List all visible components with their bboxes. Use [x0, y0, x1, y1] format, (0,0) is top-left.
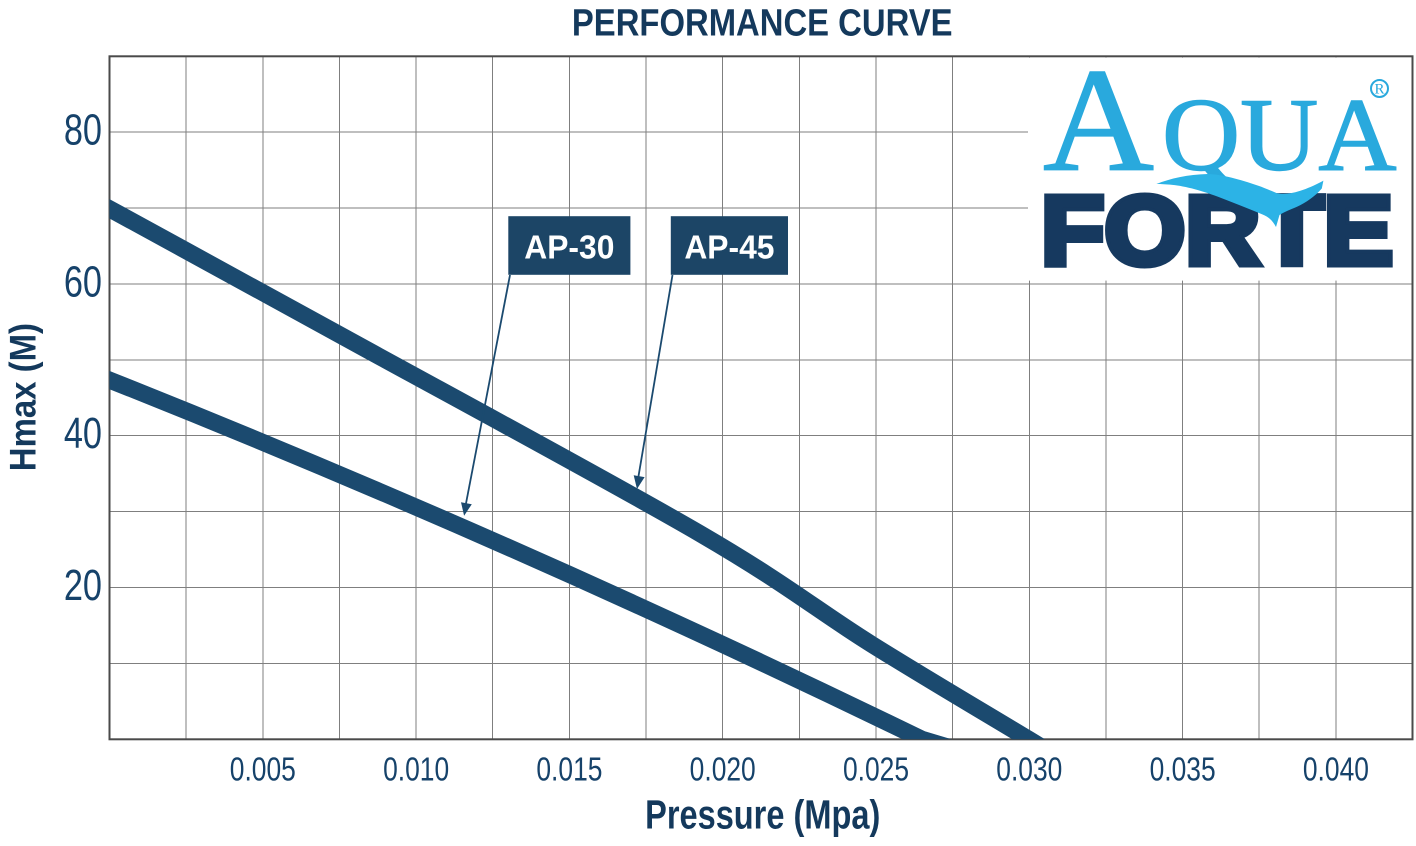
svg-text:0.025: 0.025 [843, 752, 909, 788]
svg-text:R: R [1374, 82, 1384, 98]
svg-text:A: A [1043, 39, 1154, 203]
svg-text:0.010: 0.010 [383, 752, 449, 788]
svg-text:0.030: 0.030 [996, 752, 1062, 788]
svg-text:20: 20 [64, 561, 102, 610]
svg-text:QUA: QUA [1162, 78, 1397, 193]
svg-text:AP-30: AP-30 [524, 228, 614, 266]
svg-text:0.020: 0.020 [690, 752, 756, 788]
svg-text:0.040: 0.040 [1303, 752, 1369, 788]
svg-text:40: 40 [64, 409, 102, 458]
svg-text:0.035: 0.035 [1150, 752, 1216, 788]
svg-text:0.005: 0.005 [230, 752, 296, 788]
svg-text:80: 80 [64, 105, 102, 154]
svg-text:Hmax (M): Hmax (M) [3, 323, 44, 471]
svg-text:AP-45: AP-45 [684, 228, 774, 266]
svg-text:PERFORMANCE CURVE: PERFORMANCE CURVE [572, 1, 953, 44]
svg-text:60: 60 [64, 257, 102, 306]
svg-text:Pressure (Mpa): Pressure (Mpa) [645, 792, 880, 837]
svg-text:0.015: 0.015 [536, 752, 602, 788]
